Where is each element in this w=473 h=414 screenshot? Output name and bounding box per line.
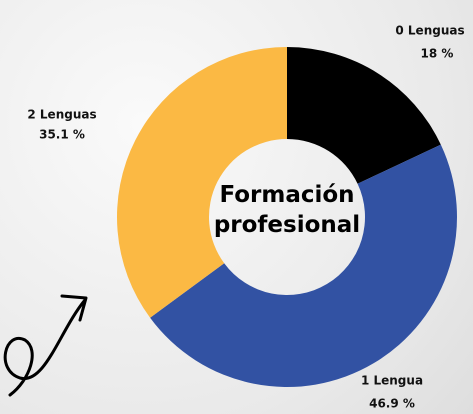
donut-slice: [287, 47, 441, 184]
donut-slice: [150, 144, 457, 387]
slice-value-label: 18 %: [421, 47, 454, 61]
doodle-arrow: [3, 298, 87, 397]
slice-category-label: 0 Lenguas: [395, 24, 464, 38]
slice-value-label: 46.9 %: [369, 397, 415, 411]
slice-category-label: 1 Lengua: [361, 374, 423, 388]
slice-category-label: 2 Lenguas: [27, 108, 96, 122]
donut-slice: [117, 47, 287, 318]
slice-value-label: 35.1 %: [39, 128, 85, 142]
center-title: Formación profesional: [213, 182, 361, 238]
doodle-arrow-head: [60, 294, 88, 322]
